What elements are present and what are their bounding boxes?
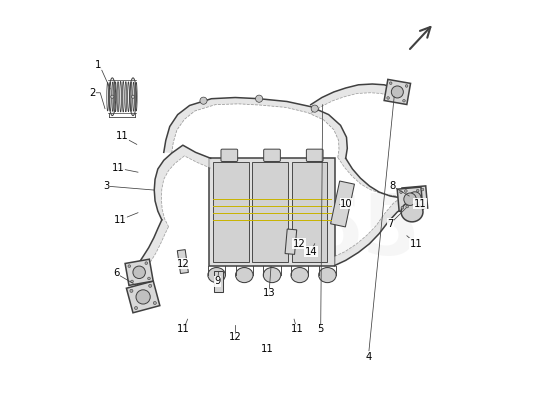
Text: 2: 2 (89, 88, 96, 98)
Text: 11: 11 (261, 344, 273, 354)
Circle shape (409, 192, 421, 204)
Text: 6: 6 (113, 268, 119, 278)
Polygon shape (331, 181, 354, 227)
Text: 12: 12 (229, 332, 241, 342)
Polygon shape (154, 145, 211, 227)
Circle shape (406, 205, 409, 208)
Polygon shape (285, 229, 296, 254)
Polygon shape (292, 162, 327, 262)
Circle shape (404, 190, 407, 192)
Text: 5: 5 (317, 324, 324, 334)
FancyBboxPatch shape (221, 149, 238, 162)
Ellipse shape (109, 78, 116, 116)
Polygon shape (334, 195, 409, 266)
Polygon shape (311, 84, 394, 114)
Polygon shape (126, 281, 160, 313)
Circle shape (131, 280, 133, 283)
Circle shape (111, 95, 114, 98)
Circle shape (405, 85, 408, 87)
Text: 11: 11 (114, 215, 126, 225)
Circle shape (311, 105, 318, 112)
Circle shape (401, 206, 404, 209)
Text: 11: 11 (290, 324, 303, 334)
Polygon shape (214, 270, 223, 292)
Circle shape (148, 284, 152, 287)
Polygon shape (164, 98, 347, 158)
Text: 4: 4 (365, 352, 371, 362)
Circle shape (387, 97, 389, 99)
Circle shape (200, 97, 207, 104)
Ellipse shape (401, 202, 423, 222)
Polygon shape (338, 158, 412, 199)
Text: 9: 9 (214, 276, 221, 286)
Ellipse shape (208, 268, 226, 283)
Circle shape (421, 188, 424, 191)
Text: 65: 65 (304, 191, 420, 272)
Circle shape (416, 189, 419, 192)
Circle shape (403, 100, 405, 102)
Text: 8: 8 (389, 181, 395, 191)
Circle shape (392, 86, 403, 98)
FancyBboxPatch shape (263, 149, 280, 162)
Text: 12: 12 (177, 258, 190, 268)
Polygon shape (397, 187, 423, 211)
Polygon shape (125, 259, 153, 285)
Text: 12: 12 (293, 239, 305, 249)
Circle shape (136, 290, 150, 304)
Polygon shape (384, 79, 410, 104)
Circle shape (131, 95, 135, 98)
Ellipse shape (235, 268, 253, 283)
Circle shape (133, 266, 145, 278)
Ellipse shape (291, 268, 309, 283)
Text: 3: 3 (103, 181, 109, 191)
Polygon shape (177, 250, 189, 274)
Circle shape (130, 289, 133, 292)
Circle shape (153, 302, 156, 304)
Text: a passion
since 1985: a passion since 1985 (247, 169, 319, 231)
Ellipse shape (263, 268, 280, 283)
Text: 11: 11 (410, 239, 422, 249)
Circle shape (422, 204, 425, 206)
Polygon shape (252, 162, 288, 262)
Text: 14: 14 (305, 247, 317, 257)
Circle shape (389, 82, 392, 84)
Ellipse shape (318, 268, 336, 283)
Circle shape (145, 262, 147, 264)
Text: 7: 7 (387, 219, 393, 229)
Polygon shape (213, 162, 249, 262)
Text: 10: 10 (340, 199, 353, 209)
Text: 11: 11 (112, 163, 124, 173)
Circle shape (256, 95, 263, 102)
Text: 13: 13 (263, 288, 276, 298)
Circle shape (135, 306, 138, 310)
Circle shape (147, 277, 150, 280)
FancyBboxPatch shape (306, 149, 323, 162)
Ellipse shape (130, 78, 136, 116)
Circle shape (417, 205, 420, 208)
Text: 11: 11 (177, 324, 190, 334)
Polygon shape (210, 158, 334, 266)
Polygon shape (402, 186, 428, 210)
Text: 11: 11 (116, 132, 129, 142)
Polygon shape (135, 220, 168, 291)
Text: 11: 11 (414, 199, 426, 209)
Circle shape (404, 193, 416, 206)
Circle shape (128, 265, 131, 268)
Text: 1: 1 (95, 60, 101, 70)
Circle shape (400, 191, 403, 194)
